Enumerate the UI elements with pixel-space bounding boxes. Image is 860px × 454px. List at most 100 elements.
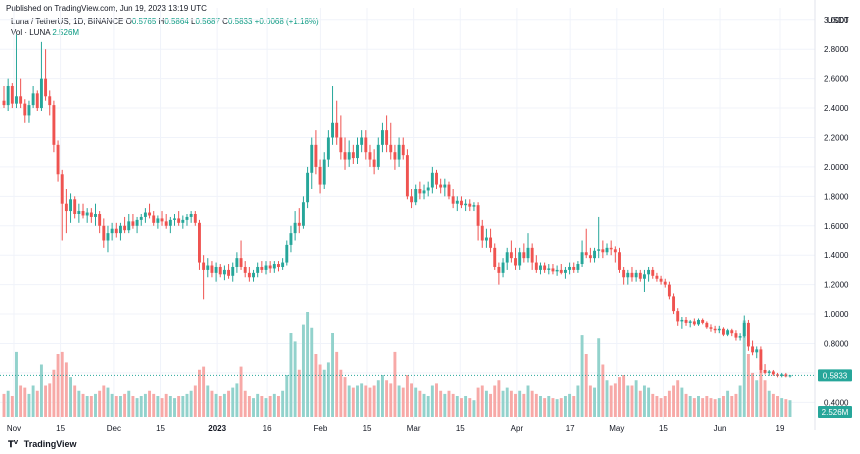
candle-body xyxy=(684,319,688,323)
candle-body xyxy=(181,219,185,223)
x-tick-label: 19 xyxy=(776,424,785,433)
candle-body xyxy=(426,187,430,191)
volume-bar xyxy=(131,396,135,417)
volume-bar xyxy=(709,398,713,417)
candle-body xyxy=(451,196,455,204)
candle-body xyxy=(289,233,293,245)
candle-body xyxy=(630,272,634,278)
volume-bar xyxy=(272,393,276,417)
candle-body xyxy=(597,249,601,251)
volume-bar xyxy=(214,393,218,417)
candle-body xyxy=(380,130,384,145)
candle-body xyxy=(89,212,93,217)
volume-bar xyxy=(651,393,655,417)
candle-body xyxy=(31,93,35,106)
volume-bar xyxy=(339,369,343,417)
candle-body xyxy=(39,78,43,109)
volume-bar xyxy=(430,385,434,417)
x-tick-label: 15 xyxy=(659,424,668,433)
volume-bar xyxy=(118,396,122,417)
tradingview-brand[interactable]: 𝐓ⱽ TradingView xyxy=(8,439,77,450)
candle-body xyxy=(626,272,630,278)
candle-body xyxy=(131,221,135,226)
volume-bar xyxy=(497,380,501,417)
candle-body xyxy=(534,262,538,270)
volume-bar xyxy=(168,396,172,417)
volume-bar xyxy=(705,396,709,417)
x-tick-label: 15 xyxy=(156,424,165,433)
candle-body xyxy=(35,93,39,109)
candle-body xyxy=(94,214,97,217)
volume-bar xyxy=(60,351,64,417)
volume-bar xyxy=(123,393,127,417)
volume-bar xyxy=(584,354,588,417)
volume-bar xyxy=(746,354,750,417)
volume-bar xyxy=(114,396,118,417)
volume-bar xyxy=(177,396,181,417)
volume-bar xyxy=(318,364,322,417)
candle-body xyxy=(173,218,176,220)
candle-body xyxy=(555,269,559,272)
published-caption: Published on TradingView.com, Jun 19, 20… xyxy=(6,4,207,13)
candle-body xyxy=(110,228,114,234)
volume-bar xyxy=(322,369,326,417)
candle-body xyxy=(73,199,77,214)
candle-body xyxy=(339,137,343,153)
candle-body xyxy=(518,252,522,266)
candle-body xyxy=(410,196,414,203)
volume-bar xyxy=(588,385,592,417)
volume-bar xyxy=(152,393,156,417)
y-tick-label: 2.0000 xyxy=(824,163,849,172)
volume-bar xyxy=(784,399,788,417)
volume-bar xyxy=(551,398,555,417)
x-tick-label: Feb xyxy=(313,424,327,433)
candle-body xyxy=(393,152,397,160)
volume-bar xyxy=(185,393,189,417)
candle-body xyxy=(460,200,463,206)
volume-bar xyxy=(235,383,239,417)
volume-bar xyxy=(676,380,680,417)
volume-bar xyxy=(522,393,526,417)
volume-bar xyxy=(10,396,14,417)
volume-bar xyxy=(405,375,409,417)
volume-bar xyxy=(264,398,268,417)
candle-body xyxy=(222,269,226,275)
volume-bar xyxy=(297,369,301,417)
candle-body xyxy=(260,266,264,270)
volume-bar xyxy=(568,393,572,417)
candle-body xyxy=(663,281,667,285)
candle-body xyxy=(526,247,530,259)
volume-bar xyxy=(289,333,293,417)
x-tick-label: Mar xyxy=(407,424,421,433)
volume-bar xyxy=(6,390,10,417)
volume-bar xyxy=(426,396,430,417)
candle-body xyxy=(701,319,705,323)
candle-body xyxy=(106,233,110,241)
volume-bar xyxy=(218,396,222,417)
volume-bar xyxy=(638,390,642,417)
volume-bar xyxy=(326,362,330,417)
last-volume-badge xyxy=(818,406,852,418)
close-value: 0.5833 xyxy=(227,17,253,26)
candle-body xyxy=(618,252,621,270)
volume-bar xyxy=(393,351,397,417)
volume-bar xyxy=(418,390,422,417)
y-tick-label: 1.2000 xyxy=(824,281,849,290)
close-label: C xyxy=(222,17,228,26)
candle-body xyxy=(285,244,289,263)
last-volume-label: 2.526M xyxy=(822,408,849,417)
volume-bar xyxy=(742,320,746,417)
volume-bar xyxy=(468,398,472,417)
volume-bar xyxy=(372,385,376,417)
volume-bar xyxy=(688,396,692,417)
candle-body xyxy=(539,265,542,270)
candle-body xyxy=(189,214,193,217)
candle-body xyxy=(551,268,555,272)
volume-bar xyxy=(509,390,513,417)
candle-body xyxy=(472,205,476,207)
volume-bar xyxy=(69,377,72,417)
volume-label: Vol · LUNA xyxy=(11,28,51,37)
volume-bar xyxy=(314,354,318,417)
candle-body xyxy=(530,247,534,263)
